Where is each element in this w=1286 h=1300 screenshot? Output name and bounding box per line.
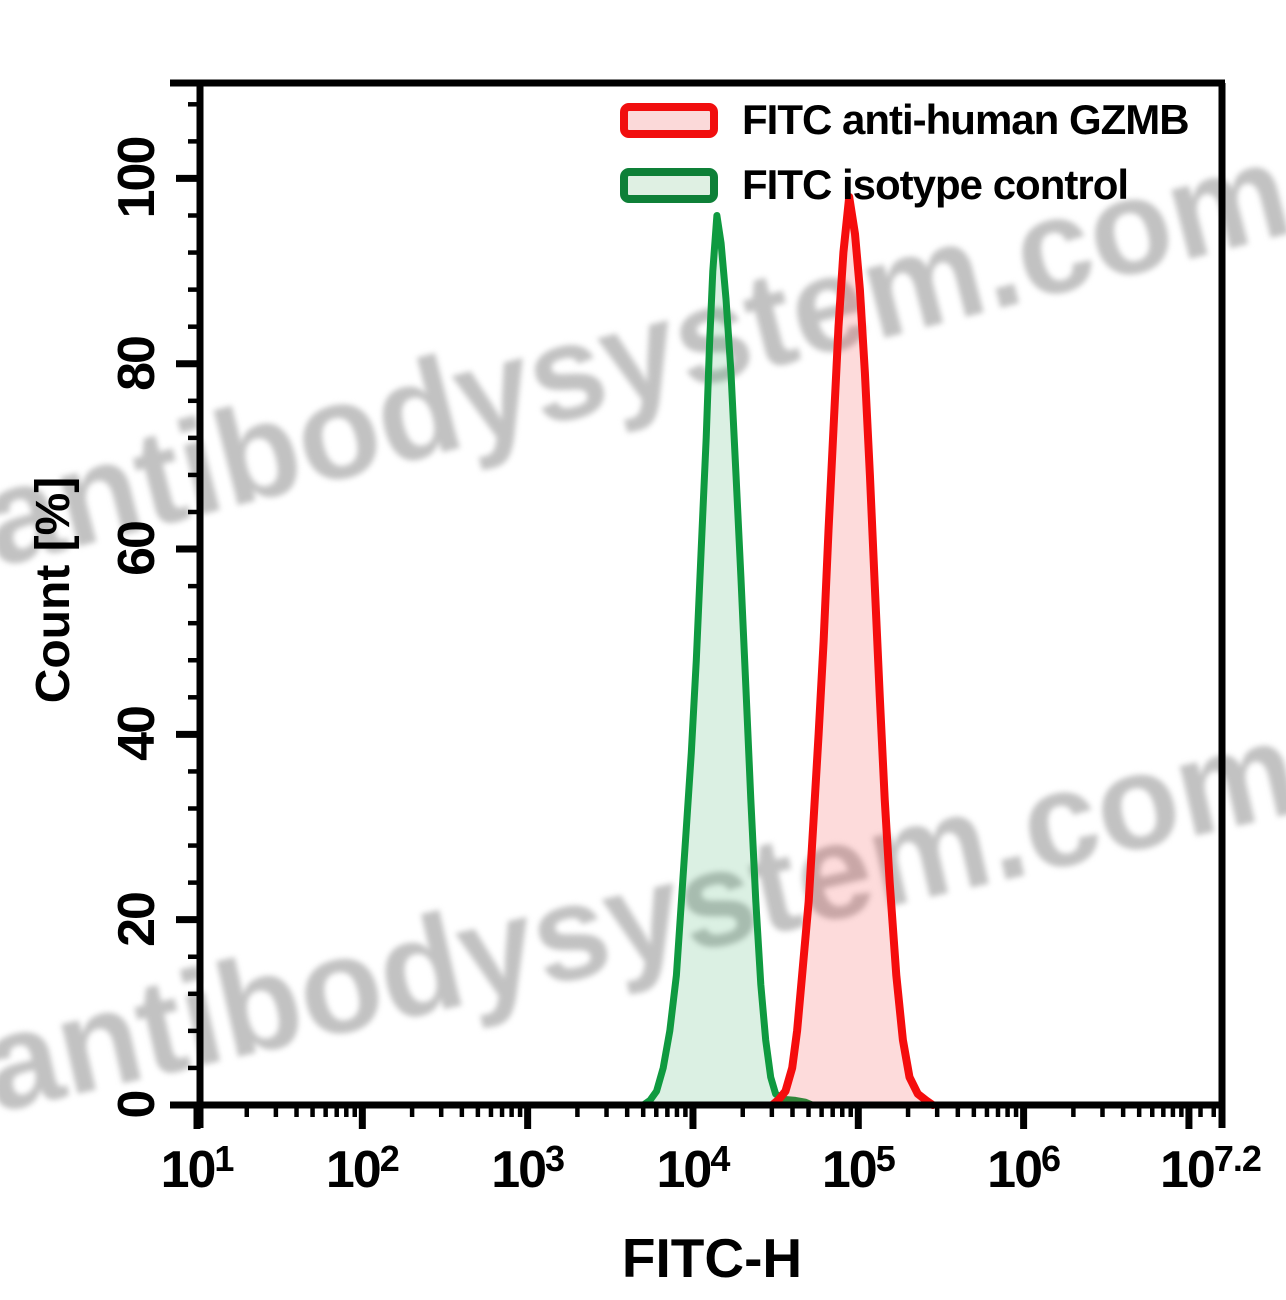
x-tick-label: 102 — [325, 1138, 400, 1199]
histogram-curve-1 — [768, 193, 937, 1109]
legend-swatch-red — [620, 102, 718, 138]
x-tick-label: 107.2 — [1159, 1138, 1262, 1199]
y-tick-label: 20 — [108, 892, 166, 947]
x-tick-label: 104 — [656, 1138, 731, 1199]
legend-label: FITC isotype control — [742, 161, 1129, 208]
y-tick-label: 60 — [108, 522, 166, 576]
histogram-curve-0 — [639, 212, 816, 1109]
x-tick-label: 103 — [491, 1138, 565, 1199]
x-axis-title: FITC-H — [621, 1227, 803, 1289]
y-tick-label: 80 — [108, 336, 166, 391]
legend-label: FITC anti-human GZMB — [742, 96, 1190, 143]
legend-item-gzmb: FITC anti-human GZMB — [620, 96, 1190, 143]
y-axis-title: Count [%] — [26, 476, 80, 704]
x-tick-label: 106 — [987, 1138, 1061, 1199]
x-tick-label: 105 — [821, 1138, 896, 1199]
y-tick-label: 40 — [108, 707, 166, 762]
legend-swatch-green — [620, 167, 718, 203]
legend-item-isotype: FITC isotype control — [620, 161, 1129, 208]
x-tick-label: 101 — [160, 1138, 235, 1199]
y-tick-label: 0 — [108, 1091, 166, 1119]
histogram-fill-1 — [772, 197, 933, 1105]
y-tick-label: 100 — [108, 138, 166, 219]
